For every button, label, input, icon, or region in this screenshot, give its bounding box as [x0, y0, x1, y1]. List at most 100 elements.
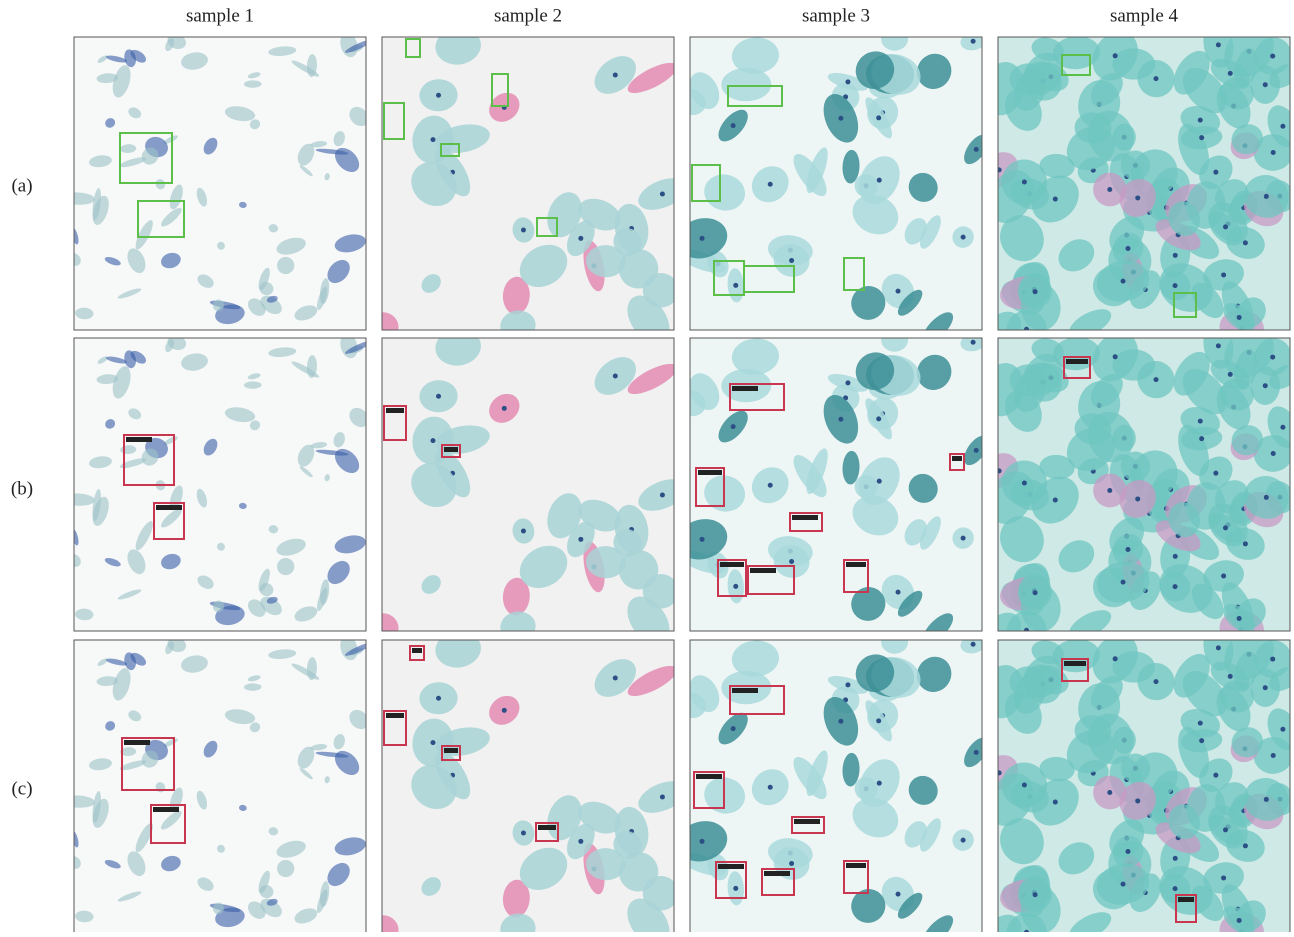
nucleus: [1280, 425, 1285, 430]
image-panel: [62, 332, 374, 631]
nucleus: [1280, 727, 1285, 732]
nucleus: [789, 559, 794, 564]
nucleus: [1243, 843, 1248, 848]
nucleus: [971, 39, 976, 44]
box-tag: [732, 688, 758, 693]
nucleus: [974, 750, 979, 755]
nucleus: [502, 406, 507, 411]
nucleus: [1216, 343, 1221, 348]
nucleus: [1271, 753, 1276, 758]
nucleus: [733, 584, 738, 589]
nucleus: [876, 115, 881, 120]
nucleus: [1270, 54, 1275, 59]
nucleus: [1223, 224, 1228, 229]
box-tag: [764, 871, 790, 876]
image-panel: [672, 27, 993, 348]
nucleus: [1121, 279, 1126, 284]
nucleus: [876, 416, 881, 421]
box-tag: [1066, 359, 1088, 364]
nucleus: [1198, 118, 1203, 123]
nucleus: [845, 79, 850, 84]
nucleus: [521, 831, 526, 836]
nucleus: [877, 479, 882, 484]
nucleus: [1263, 82, 1268, 87]
nucleus: [578, 236, 583, 241]
nucleus: [1270, 657, 1275, 662]
cell: [881, 27, 908, 51]
column-label: sample 1: [186, 5, 254, 26]
box-tag: [792, 515, 818, 520]
nucleus: [1033, 289, 1038, 294]
nucleus: [1107, 488, 1112, 493]
image-panel: [365, 326, 691, 652]
nucleus: [789, 861, 794, 866]
row-label: (c): [11, 778, 32, 799]
nucleus: [1024, 327, 1029, 332]
nucleus: [613, 373, 618, 378]
box-tag: [1064, 661, 1086, 666]
figure: sample 1 sample 2 sample 3 sample 4 (a) …: [0, 0, 1294, 932]
nucleus: [1154, 377, 1159, 382]
nucleus: [1053, 197, 1058, 202]
nucleus: [430, 740, 435, 745]
nucleus: [1135, 195, 1140, 200]
nucleus: [971, 340, 976, 345]
nucleus: [1223, 525, 1228, 530]
nucleus: [1033, 892, 1038, 897]
row-label: (b): [11, 478, 33, 499]
nucleus: [521, 529, 526, 534]
nucleus: [1173, 584, 1178, 589]
box-tag: [153, 807, 179, 812]
box-tag: [696, 774, 722, 779]
nucleus: [1173, 856, 1178, 861]
image-panel: [62, 634, 374, 932]
nucleus: [733, 283, 738, 288]
nucleus: [1213, 471, 1218, 476]
box-tag: [412, 648, 422, 653]
image-panel: [973, 317, 1294, 656]
nucleus: [768, 785, 773, 790]
nucleus: [1121, 580, 1126, 585]
nucleus: [660, 795, 665, 800]
nucleus: [896, 590, 901, 595]
row-label: (a): [11, 175, 32, 196]
nucleus: [1024, 628, 1029, 633]
nucleus: [1199, 738, 1204, 743]
nucleus: [700, 236, 705, 241]
box-tag: [794, 819, 820, 824]
nucleus: [1263, 685, 1268, 690]
image-panel: [672, 630, 993, 932]
nucleus: [1270, 355, 1275, 360]
nucleus: [768, 182, 773, 187]
box-tag: [126, 437, 152, 442]
nucleus: [997, 167, 1002, 172]
nucleus: [700, 839, 705, 844]
nucleus: [789, 258, 794, 263]
nucleus: [997, 468, 1002, 473]
nucleus: [1199, 436, 1204, 441]
nucleus: [1107, 187, 1112, 192]
image-panel: [365, 25, 691, 351]
nucleus: [502, 708, 507, 713]
nucleus: [1022, 783, 1027, 788]
box-tag: [718, 864, 744, 869]
nucleus: [436, 394, 441, 399]
nucleus: [578, 839, 583, 844]
nucleus: [1053, 498, 1058, 503]
nucleus: [1223, 827, 1228, 832]
image-panel: [672, 328, 993, 649]
box-tag: [720, 562, 744, 567]
nucleus: [660, 192, 665, 197]
cell: [881, 328, 908, 352]
nucleus: [1154, 76, 1159, 81]
nucleus: [1271, 150, 1276, 155]
nucleus: [845, 682, 850, 687]
box-tag: [1178, 897, 1194, 902]
column-label: sample 4: [1110, 5, 1179, 26]
nucleus: [1228, 372, 1233, 377]
nucleus: [768, 483, 773, 488]
nucleus: [436, 93, 441, 98]
nucleus: [1033, 590, 1038, 595]
box-tag: [124, 740, 150, 745]
nucleus: [521, 228, 526, 233]
